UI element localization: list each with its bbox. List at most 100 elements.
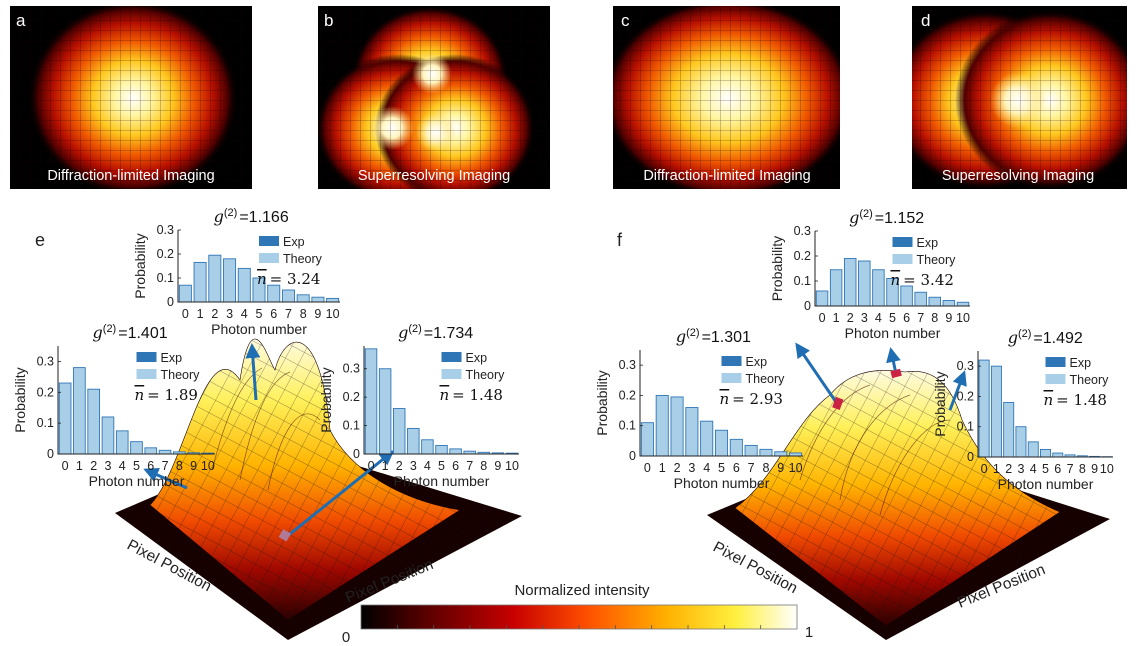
histogram-ytick-label: 0.1	[343, 419, 360, 433]
legend-exp-swatch	[1045, 357, 1066, 367]
histogram-bar	[1040, 448, 1051, 458]
histogram-ytick-label: 0	[167, 295, 174, 309]
histogram-xtick-label: 10	[505, 459, 519, 473]
histogram-bar	[421, 439, 434, 455]
histogram-xtick-label: 3	[104, 459, 111, 473]
histogram-xtick-label: 1	[993, 462, 1000, 476]
histogram-xtick-label: 8	[176, 459, 183, 473]
histogram-bar	[87, 388, 100, 455]
legend-theory-swatch	[721, 373, 742, 383]
histogram-xtick-label: 0	[981, 462, 988, 476]
histogram-bar	[311, 296, 325, 303]
histogram-bar	[872, 269, 885, 307]
histogram-bar	[640, 422, 654, 457]
histogram-bar	[130, 441, 143, 455]
histogram-title: g(2) =1.152	[849, 208, 924, 227]
histogram-xtick-label: 1	[197, 307, 204, 321]
histogram-ytick-label: 0.3	[957, 359, 974, 373]
histogram-xtick-label: 10	[201, 459, 215, 473]
histogram-nbar: n = 1.89	[135, 386, 198, 404]
histogram-bar	[223, 258, 237, 303]
histogram-bar	[1027, 441, 1039, 458]
histogram-xtick-label: 3	[688, 461, 695, 475]
panel-c-caption: Diffraction-limited Imaging	[643, 168, 810, 184]
panel-b-letter: b	[324, 11, 333, 30]
histogram-xtick-label: 2	[211, 307, 218, 321]
arrow-e-top	[245, 343, 261, 401]
histogram-xtick-label: 0	[644, 461, 651, 475]
arrow-f-top	[886, 347, 901, 375]
histogram-xtick-label: 9	[190, 459, 197, 473]
histogram-nbar: n = 3.42	[891, 271, 954, 289]
histogram-ylabel: Probability	[769, 236, 785, 301]
histogram-bar	[900, 285, 913, 307]
colorbar-title: Normalized intensity	[514, 582, 650, 599]
surface-plot-f: Pixel Position Pixel Position	[707, 342, 1110, 640]
histogram-bar	[744, 444, 758, 457]
histogram-bar	[942, 300, 956, 307]
panel-b-caption: Superresolving Imaging	[358, 168, 510, 184]
legend-theory-swatch	[441, 369, 462, 379]
histogram-xtick-label: 3	[410, 459, 417, 473]
histogram-bar	[670, 396, 684, 457]
histogram-xtick-label: 9	[1091, 462, 1098, 476]
histogram-xtick-label: 6	[1054, 462, 1061, 476]
histogram-xtick-label: 10	[1100, 462, 1114, 476]
histogram-bar	[844, 258, 857, 307]
histogram-xtick-label: 0	[62, 459, 69, 473]
histogram-bar	[829, 269, 843, 307]
histogram-ytick-label: 0	[629, 449, 636, 463]
histogram-bar	[296, 294, 310, 303]
panel-a-letter: a	[16, 11, 26, 30]
histogram-xtick-label: 7	[1067, 462, 1074, 476]
legend-exp-label: Exp	[917, 236, 939, 250]
histogram-ylabel: Probability	[318, 367, 334, 432]
histogram-title: g(2) =1.166	[214, 207, 289, 226]
legend-theory-label: Theory	[746, 372, 786, 386]
histogram-xtick-label: 5	[133, 459, 140, 473]
histogram-xtick-label: 9	[494, 459, 501, 473]
histogram-bar	[990, 365, 1002, 458]
histogram-bar	[914, 291, 927, 307]
histogram-ylabel: Probability	[932, 371, 948, 436]
panel-a-caption: Diffraction-limited Imaging	[47, 168, 214, 184]
histogram-xtick-label: 7	[748, 461, 755, 475]
histogram-xtick-label: 8	[300, 307, 307, 321]
histogram-bar	[58, 382, 72, 455]
histogram-bar	[101, 416, 115, 455]
panel-c: c Diffraction-limited Imaging	[613, 6, 840, 189]
histogram-title: g(2) =1.734	[398, 323, 473, 342]
legend-theory-label: Theory	[466, 368, 506, 382]
histogram-ytick-label: 0.2	[619, 388, 636, 402]
panel-b: b Superresolving Imaging	[318, 6, 550, 189]
histogram-ytick-label: 0.3	[343, 362, 360, 376]
histogram-xtick-label: 4	[875, 311, 882, 325]
arrow-e-right	[284, 450, 395, 540]
panel-e-label: e	[35, 230, 45, 250]
arrow-f-right	[948, 370, 967, 411]
histogram-bar	[1003, 402, 1015, 458]
histogram-title: g(2) =1.492	[1008, 328, 1083, 347]
histogram-bar	[178, 284, 192, 303]
histogram-xtick-label: 1	[382, 459, 389, 473]
legend-theory-label: Theory	[283, 252, 323, 266]
histogram-xtick-label: 8	[762, 461, 769, 475]
histogram-xtick-label: 1	[659, 461, 666, 475]
histogram-xtick-label: 3	[1017, 462, 1024, 476]
histogram-bar	[978, 359, 990, 458]
histogram-bar	[858, 260, 871, 307]
histogram-xtick-label: 4	[241, 307, 248, 321]
legend-exp-label: Exp	[466, 351, 488, 365]
histogram-xlabel: Photon number	[211, 321, 307, 337]
histogram-ytick-label: 0.1	[794, 274, 811, 288]
histogram-xlabel: Photon number	[674, 475, 770, 491]
colorbar-ticks	[396, 625, 762, 629]
histogram-bar	[685, 407, 699, 457]
histogram-xtick-label: 0	[368, 459, 375, 473]
histogram-xtick-label: 0	[819, 311, 826, 325]
histogram-ytick-label: 0.3	[619, 358, 636, 372]
